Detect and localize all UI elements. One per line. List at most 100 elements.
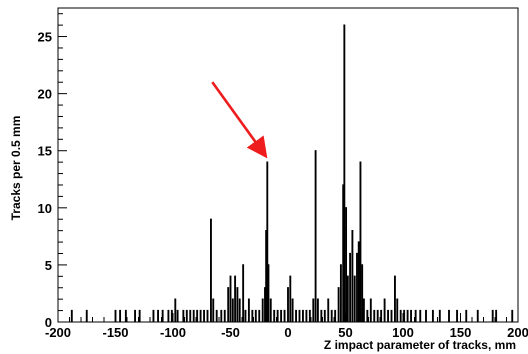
histogram-bar <box>231 298 234 322</box>
histogram-bar <box>119 309 122 322</box>
histogram-bar <box>261 298 264 322</box>
histogram-bar <box>254 309 257 322</box>
histogram-bar <box>448 309 450 322</box>
y-tick-label: 0 <box>45 315 52 330</box>
histogram-bar <box>314 150 317 322</box>
histogram-bars <box>70 24 514 322</box>
histogram-bar <box>234 275 237 322</box>
histogram-bar <box>376 309 379 322</box>
histogram-bar <box>134 309 136 322</box>
histogram-bar <box>343 24 346 322</box>
histogram-bar <box>406 309 409 322</box>
histogram-bar <box>396 298 399 322</box>
histogram-bar <box>85 309 88 322</box>
histogram-bar <box>366 309 369 322</box>
histogram-bar <box>267 264 270 322</box>
histogram-bar <box>152 309 155 322</box>
x-tick-label: 150 <box>450 325 472 340</box>
histogram-bar <box>215 309 218 322</box>
histogram-bar <box>174 298 177 322</box>
histogram-bar <box>323 309 326 322</box>
histogram-bar <box>161 309 164 322</box>
histogram-bar <box>357 241 360 322</box>
histogram-bar <box>266 161 269 322</box>
histogram-bar <box>305 309 308 322</box>
histogram-bar <box>425 309 427 322</box>
histogram-bar <box>196 309 199 322</box>
plot-frame <box>57 7 519 323</box>
histogram-bar <box>170 309 173 322</box>
histogram-bar <box>465 309 468 322</box>
histogram-bar <box>70 309 73 322</box>
histogram-bar <box>362 298 365 322</box>
histogram-bar <box>236 287 239 322</box>
histogram-bar <box>192 309 195 322</box>
histogram-bar <box>383 298 386 322</box>
histogram-bar <box>419 309 422 322</box>
histogram-bar <box>373 309 376 322</box>
y-tick-label: 25 <box>38 30 52 45</box>
histogram-bar <box>394 275 396 322</box>
histogram-bar <box>511 309 514 322</box>
histogram-bar <box>247 298 250 322</box>
histogram-bar <box>176 309 179 322</box>
histogram-bar <box>283 309 286 322</box>
x-tick-label: -50 <box>221 325 240 340</box>
histogram-bar <box>491 309 494 322</box>
histogram-bar <box>182 309 185 322</box>
histogram-bar <box>327 298 330 322</box>
histogram-bar <box>495 309 498 322</box>
histogram-bar <box>316 298 319 322</box>
histogram-bar <box>410 309 412 322</box>
histogram-bar <box>223 309 226 322</box>
histogram-bar <box>356 252 358 322</box>
y-tick-label: 10 <box>38 201 52 216</box>
axes: -200 -150 -100 -50 0 50 100 150 200 0 5 10 15 20 25 <box>38 13 528 340</box>
histogram-bar <box>298 309 301 322</box>
histogram-bar <box>220 309 223 322</box>
histogram-bar <box>438 309 441 322</box>
histogram-bar <box>308 309 311 322</box>
histogram-bar <box>302 309 304 322</box>
histogram-bar <box>124 309 127 322</box>
y-tick-label: 5 <box>45 258 52 273</box>
histogram-bar <box>264 287 266 322</box>
y-tick-label: 15 <box>38 144 52 159</box>
histogram-bar <box>399 309 402 322</box>
histogram-bar <box>320 309 323 322</box>
histogram-bar <box>280 309 283 322</box>
histogram-bar <box>157 309 159 322</box>
y-tick-label: 20 <box>38 87 52 102</box>
histogram-bar <box>414 309 417 322</box>
histogram-bar <box>334 309 337 322</box>
histogram-bar <box>138 309 141 322</box>
histogram-bar <box>476 309 479 322</box>
histogram-bar <box>369 298 372 322</box>
histogram-bar <box>353 275 356 322</box>
histogram-bar <box>185 309 188 322</box>
histogram-bar <box>287 287 289 322</box>
histogram-bar <box>291 298 294 322</box>
histogram-bar <box>342 184 345 322</box>
histogram-bar <box>258 309 261 322</box>
histogram-bar <box>387 309 389 322</box>
histogram-bar <box>242 264 245 322</box>
annotation <box>211 81 268 159</box>
histogram-bar <box>330 309 333 322</box>
histogram-bar <box>251 309 254 322</box>
x-axis-label: Z impact parameter of tracks, mm <box>324 338 516 352</box>
histogram-bar <box>295 309 297 322</box>
x-tick-label: 50 <box>338 325 352 340</box>
histogram-bar <box>206 309 209 322</box>
y-axis-label: Tracks per 0.5 mm <box>9 116 23 221</box>
histogram-bar <box>273 309 276 322</box>
histogram-bar <box>238 298 241 322</box>
histogram-bar <box>337 287 340 322</box>
x-tick-label: -150 <box>102 325 128 340</box>
histogram-bar <box>265 230 268 322</box>
plot-area <box>57 7 519 323</box>
x-tick-label: -100 <box>160 325 186 340</box>
x-tick-label: -200 <box>45 325 71 340</box>
annotation-arrow <box>211 81 268 159</box>
histogram-bar <box>351 230 354 322</box>
